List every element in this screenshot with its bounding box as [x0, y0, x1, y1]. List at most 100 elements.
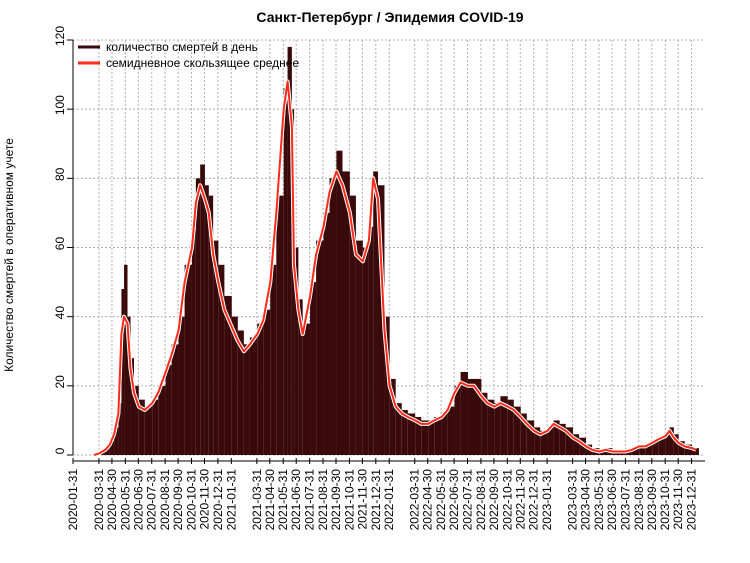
bar — [500, 396, 508, 455]
legend-label: семидневное скользящее среднее — [106, 56, 299, 70]
y-tick-label: 100 — [53, 95, 67, 115]
bar — [310, 282, 317, 455]
bar — [184, 264, 192, 455]
bar — [520, 413, 527, 455]
bar — [276, 195, 284, 455]
x-tick-label: 2022-08-31 — [474, 469, 488, 531]
bar — [362, 247, 369, 455]
x-tick-label: 2021-01-31 — [224, 469, 238, 531]
bar — [692, 448, 696, 455]
x-tick-label: 2022-10-31 — [500, 469, 514, 531]
x-tick-label: 2020-03-31 — [92, 469, 106, 531]
x-tick-label: 2022-12-31 — [527, 469, 541, 531]
bar — [447, 406, 455, 455]
bar — [114, 427, 119, 455]
daily-deaths-bars — [99, 46, 699, 456]
x-tick-label: 2020-04-30 — [105, 469, 119, 531]
legend-label: количество смертей в день — [106, 40, 258, 54]
bar — [178, 316, 185, 455]
bar — [329, 178, 337, 456]
bar — [639, 444, 646, 455]
bar — [218, 264, 225, 455]
bar — [294, 247, 299, 455]
bar — [487, 399, 495, 455]
y-tick-label: 40 — [53, 306, 67, 320]
x-tick-label: 2021-11-30 — [355, 469, 369, 530]
x-tick-label: 2021-03-31 — [250, 469, 264, 531]
bar — [695, 448, 699, 455]
bar — [428, 420, 435, 455]
x-tick-label: 2023-04-30 — [579, 469, 593, 531]
bar — [133, 385, 139, 455]
bar — [395, 403, 402, 455]
x-tick-label: 2023-05-31 — [592, 469, 606, 531]
bar — [421, 420, 429, 455]
x-tick-label: 2021-09-30 — [329, 469, 343, 531]
bar — [373, 171, 378, 455]
bar — [283, 88, 288, 456]
bar — [526, 420, 535, 455]
bar — [599, 451, 606, 455]
x-tick-label: 2023-03-31 — [566, 469, 580, 531]
x-tick-label: 2023-01-31 — [540, 469, 554, 531]
bar — [208, 195, 214, 455]
bar — [200, 164, 205, 455]
bar — [195, 178, 201, 456]
bar — [678, 441, 685, 455]
bar — [534, 427, 541, 455]
bar — [105, 448, 110, 455]
bar — [231, 316, 238, 455]
bar — [579, 437, 587, 455]
bar — [249, 337, 258, 455]
bar — [631, 448, 640, 455]
y-axis-label: Количество смертей в оперативном учете — [2, 138, 16, 372]
x-tick-label: 2023-08-31 — [632, 469, 646, 531]
bar — [109, 441, 115, 455]
bar — [401, 410, 408, 455]
bar — [494, 403, 501, 455]
x-tick-label: 2022-06-30 — [447, 469, 461, 531]
bar — [263, 309, 271, 455]
x-tick-label: 2023-11-30 — [671, 469, 685, 530]
x-tick-label: 2020-09-30 — [171, 469, 185, 531]
x-tick-label: 2022-11-30 — [513, 469, 527, 530]
bar — [302, 323, 311, 455]
bar — [124, 264, 128, 455]
x-tick-label: 2020-01-31 — [66, 469, 80, 531]
bar — [257, 323, 264, 455]
bar — [652, 441, 659, 455]
x-tick-label: 2021-10-31 — [342, 469, 356, 531]
x-tick-label: 2023-12-31 — [685, 469, 699, 531]
bar — [467, 378, 475, 455]
bar — [323, 212, 330, 455]
bar — [355, 240, 363, 455]
bar — [559, 423, 566, 455]
bar — [213, 240, 219, 455]
bar — [474, 378, 482, 455]
moving-average-polyline — [93, 80, 697, 456]
bar — [158, 385, 166, 455]
bar — [118, 403, 122, 455]
bar — [165, 365, 172, 455]
y-tick-label: 0 — [53, 447, 67, 454]
bar — [152, 399, 159, 455]
x-tick-label: 2021-07-31 — [303, 469, 317, 531]
x-tick-label: 2023-10-31 — [658, 469, 672, 531]
bar — [507, 399, 514, 455]
bar — [316, 240, 324, 455]
x-tick-label: 2021-04-30 — [263, 469, 277, 531]
bar — [573, 434, 580, 455]
bar — [204, 185, 209, 455]
bar — [460, 372, 468, 455]
bar — [377, 185, 385, 455]
x-tick-label: 2022-07-31 — [461, 469, 475, 531]
x-tick-label: 2022-03-31 — [408, 469, 422, 531]
x-tick-label: 2021-06-30 — [289, 469, 303, 531]
bar — [384, 316, 390, 455]
bar — [625, 451, 632, 455]
bar — [121, 289, 125, 455]
bar — [342, 171, 350, 455]
bar — [224, 295, 232, 455]
x-tick-label: 2023-06-30 — [605, 469, 619, 531]
x-tick-label: 2022-01-31 — [382, 469, 396, 531]
